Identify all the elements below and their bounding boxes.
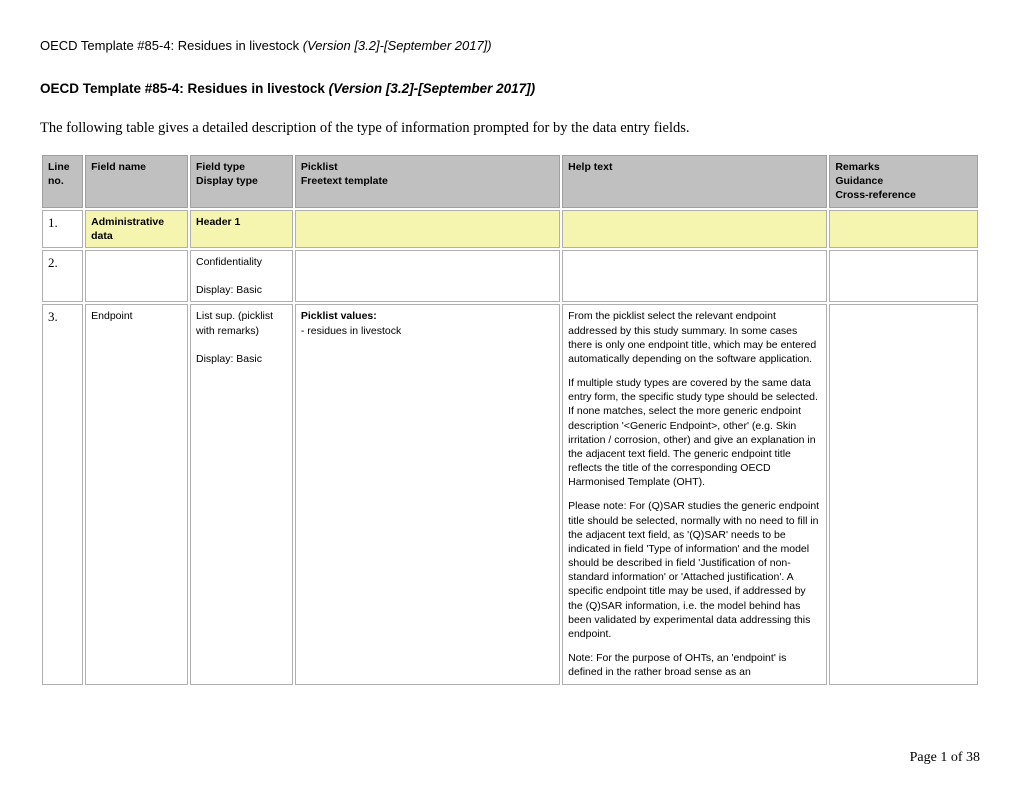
field-name-cell: Endpoint xyxy=(85,304,188,684)
remarks-cell xyxy=(829,210,978,248)
help-cell: From the picklist select the relevant en… xyxy=(562,304,827,684)
remarks-cell xyxy=(829,304,978,684)
col-line-header: Line no. xyxy=(42,155,83,208)
picklist-cell xyxy=(295,250,560,303)
page-footer: Page 1 of 38 xyxy=(910,750,980,766)
picklist-cell xyxy=(295,210,560,248)
col-field-header: Field name xyxy=(85,155,188,208)
running-header-version: (Version [3.2]-[September 2017]) xyxy=(303,38,492,53)
col-remarks-header: Remarks Guidance Cross-reference xyxy=(829,155,978,208)
table-row: 2. Confidentiality Display: Basic xyxy=(42,250,978,303)
help-cell xyxy=(562,250,827,303)
intro-text: The following table gives a detailed des… xyxy=(40,120,980,137)
table-row: 1.Administrative dataHeader 1 xyxy=(42,210,978,248)
col-picklist-header: Picklist Freetext template xyxy=(295,155,560,208)
line-no-cell: 1. xyxy=(42,210,83,248)
page-title-prefix: OECD Template #85-4: Residues in livesto… xyxy=(40,81,329,96)
field-type-cell: List sup. (picklist with remarks) Displa… xyxy=(190,304,293,684)
page-title: OECD Template #85-4: Residues in livesto… xyxy=(40,81,980,96)
fields-table: Line no. Field name Field type Display t… xyxy=(40,153,980,687)
line-no-cell: 2. xyxy=(42,250,83,303)
table-row: 3.EndpointList sup. (picklist with remar… xyxy=(42,304,978,684)
col-help-header: Help text xyxy=(562,155,827,208)
running-header-prefix: OECD Template #85-4: Residues in livesto… xyxy=(40,38,303,53)
picklist-cell: Picklist values:- residues in livestock xyxy=(295,304,560,684)
field-name-cell xyxy=(85,250,188,303)
line-no-cell: 3. xyxy=(42,304,83,684)
running-header: OECD Template #85-4: Residues in livesto… xyxy=(40,38,980,53)
help-cell xyxy=(562,210,827,248)
remarks-cell xyxy=(829,250,978,303)
page-title-version: (Version [3.2]-[September 2017]) xyxy=(329,81,536,96)
table-header-row: Line no. Field name Field type Display t… xyxy=(42,155,978,208)
col-type-header: Field type Display type xyxy=(190,155,293,208)
field-type-cell: Header 1 xyxy=(190,210,293,248)
field-type-cell: Confidentiality Display: Basic xyxy=(190,250,293,303)
field-name-cell: Administrative data xyxy=(85,210,188,248)
